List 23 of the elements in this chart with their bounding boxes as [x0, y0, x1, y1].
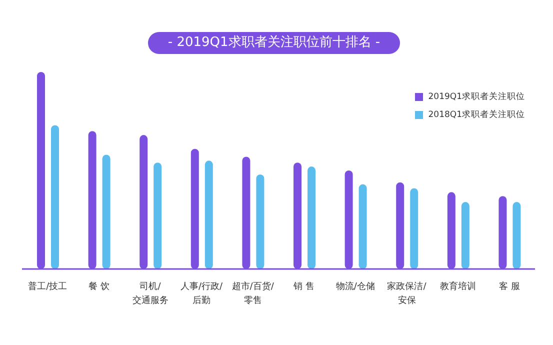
- x-tick-label: 超市/百货/ 零售: [232, 281, 275, 306]
- bar: [51, 125, 59, 269]
- x-tick-label: 家政保洁/ 安保: [387, 281, 428, 306]
- x-tick-label: 司机/ 交通服务: [132, 281, 168, 306]
- bar: [154, 162, 162, 269]
- x-tick-label: 普工/技工: [28, 281, 68, 292]
- x-tick-label: 教育培训: [440, 281, 476, 292]
- x-tick-label: 物流/仓储: [336, 281, 375, 292]
- bar: [358, 184, 367, 269]
- chart-title: - 2019Q1求职者关注职位前十排名 -: [148, 32, 400, 54]
- x-tick-label: 销 售: [292, 281, 315, 292]
- bar: [410, 188, 418, 269]
- bar: [204, 160, 213, 269]
- bar: [256, 174, 264, 269]
- x-tick-label: 人事/行政/ 后勤: [180, 281, 224, 306]
- bar: [102, 154, 110, 269]
- x-tick-label: 餐 饮: [88, 281, 110, 292]
- bar: [461, 202, 470, 269]
- legend-label: 2019Q1求职者关注职位: [428, 91, 525, 104]
- legend-label: 2018Q1求职者关注职位: [428, 109, 525, 122]
- bar: [308, 166, 316, 269]
- bar: [512, 202, 521, 269]
- x-tick-label: 客 服: [498, 281, 520, 292]
